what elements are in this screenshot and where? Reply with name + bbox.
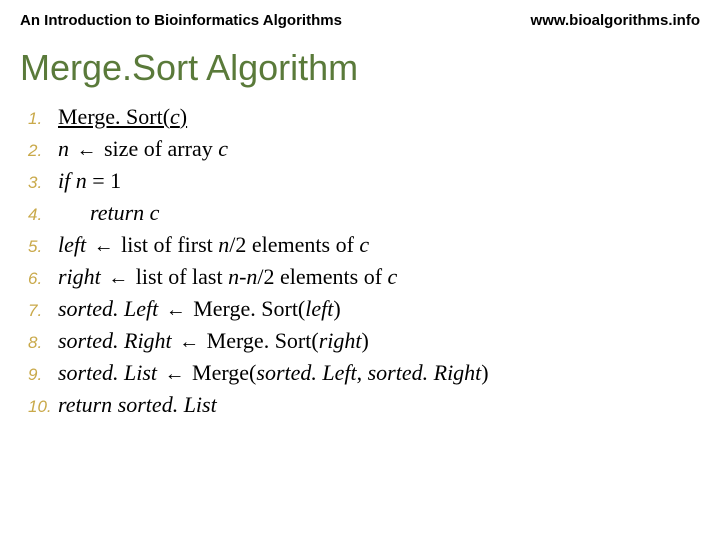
line-number: 8. xyxy=(28,331,58,356)
algo-line-8: 8. sorted. Right ← Merge. Sort(right) xyxy=(28,325,700,357)
line-code: right ← list of last n-n/2 elements of c xyxy=(58,261,397,293)
algo-line-4: 4. return c xyxy=(28,197,700,229)
line-code: Merge. Sort(c) xyxy=(58,101,187,133)
header-right: www.bioalgorithms.info xyxy=(531,12,700,29)
line-code: sorted. Left ← Merge. Sort(left) xyxy=(58,293,341,325)
algo-line-6: 6. right ← list of last n-n/2 elements o… xyxy=(28,261,700,293)
line-code: left ← list of first n/2 elements of c xyxy=(58,229,369,261)
line-number: 4. xyxy=(28,203,58,228)
header-left: An Introduction to Bioinformatics Algori… xyxy=(20,12,342,29)
line-number: 5. xyxy=(28,235,58,260)
algo-line-10: 10. return sorted. List xyxy=(28,389,700,421)
line-number: 9. xyxy=(28,363,58,388)
left-arrow-icon: ← xyxy=(163,363,187,385)
left-arrow-icon: ← xyxy=(106,267,130,289)
left-arrow-icon: ← xyxy=(92,235,116,257)
left-arrow-icon: ← xyxy=(75,139,99,161)
line-code: return sorted. List xyxy=(58,389,217,421)
line-number: 10. xyxy=(28,395,58,420)
line-number: 7. xyxy=(28,299,58,324)
line-number: 2. xyxy=(28,139,58,164)
slide-header: An Introduction to Bioinformatics Algori… xyxy=(20,12,700,29)
left-arrow-icon: ← xyxy=(164,299,188,321)
line-code: return c xyxy=(58,197,159,229)
line-code: sorted. Right ← Merge. Sort(right) xyxy=(58,325,369,357)
line-code: n ← size of array c xyxy=(58,133,228,165)
slide-title: Merge.Sort Algorithm xyxy=(20,47,700,89)
line-code: if n = 1 xyxy=(58,165,121,197)
line-code: sorted. List ← Merge(sorted. Left, sorte… xyxy=(58,357,489,389)
algo-line-5: 5. left ← list of first n/2 elements of … xyxy=(28,229,700,261)
algo-line-9: 9. sorted. List ← Merge(sorted. Left, so… xyxy=(28,357,700,389)
algorithm-block: 1. Merge. Sort(c) 2. n ← size of array c… xyxy=(20,101,700,421)
algo-line-1: 1. Merge. Sort(c) xyxy=(28,101,700,133)
algo-line-7: 7. sorted. Left ← Merge. Sort(left) xyxy=(28,293,700,325)
algo-line-2: 2. n ← size of array c xyxy=(28,133,700,165)
left-arrow-icon: ← xyxy=(177,331,201,353)
algo-line-3: 3. if n = 1 xyxy=(28,165,700,197)
line-number: 6. xyxy=(28,267,58,292)
line-number: 1. xyxy=(28,107,58,132)
line-number: 3. xyxy=(28,171,58,196)
